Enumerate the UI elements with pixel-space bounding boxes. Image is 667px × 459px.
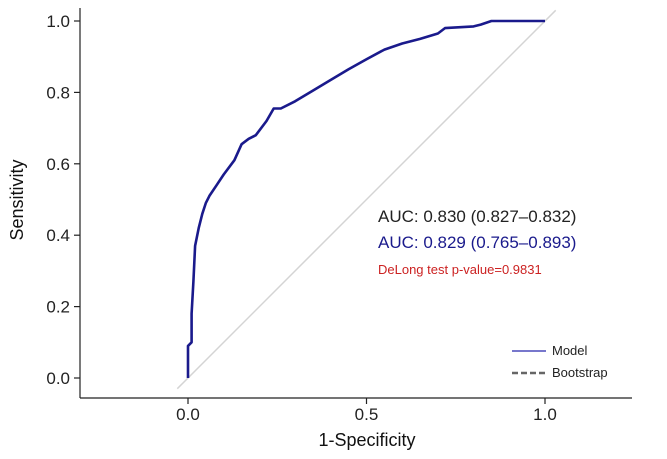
y-axis-title: Sensitivity xyxy=(7,159,27,240)
x-axis-title: 1-Specificity xyxy=(318,430,415,450)
legend-model-label: Model xyxy=(552,343,588,358)
y-tick-label: 1.0 xyxy=(46,12,70,31)
y-tick-label: 0.8 xyxy=(46,83,70,102)
legend-bootstrap-label: Bootstrap xyxy=(552,365,608,380)
delong-test-label: DeLong test p-value=0.9831 xyxy=(378,262,542,277)
y-tick-label: 0.2 xyxy=(46,298,70,317)
y-tick-label: 0.0 xyxy=(46,369,70,388)
plot-area xyxy=(176,9,557,390)
y-tick-label: 0.4 xyxy=(46,226,70,245)
roc-curve-model xyxy=(186,19,545,378)
auc-model-label: AUC: 0.829 (0.765–0.893) xyxy=(378,233,576,252)
x-tick-label: 0.5 xyxy=(355,405,379,424)
y-axis: 0.0 0.2 0.4 0.6 0.8 1.0 xyxy=(46,8,81,398)
x-axis: 0.0 0.5 1.0 xyxy=(80,397,632,424)
legend: Model Bootstrap xyxy=(512,343,608,380)
diagonal-reference-line xyxy=(176,9,557,390)
y-tick-label: 0.6 xyxy=(46,155,70,174)
auc-reference-label: AUC: 0.830 (0.827–0.832) xyxy=(378,207,576,226)
x-tick-label: 1.0 xyxy=(533,405,557,424)
x-tick-label: 0.0 xyxy=(176,405,200,424)
